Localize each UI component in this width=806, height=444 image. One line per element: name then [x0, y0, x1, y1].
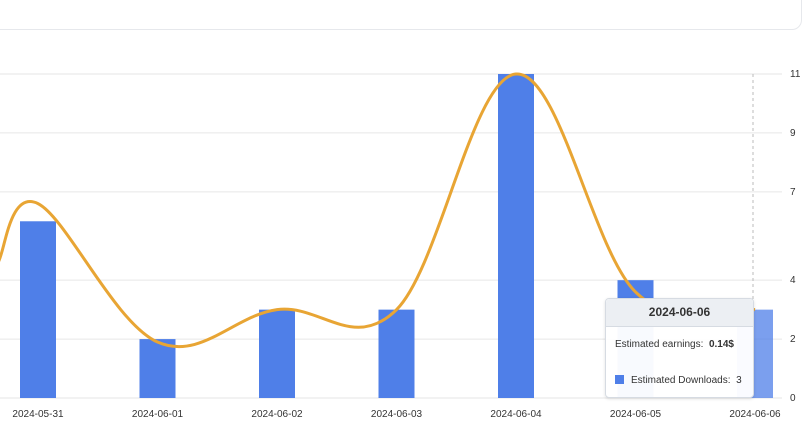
x-tick-label: 2024-06-03 [371, 409, 423, 420]
header-card [0, 0, 802, 30]
y-axis: 0 2 4 7 9 11 [790, 69, 801, 404]
y-tick-label: 7 [790, 187, 796, 198]
tooltip-earnings-row: Estimated earnings: 0.14$ [615, 339, 734, 350]
x-tick-label: 2024-06-06 [729, 409, 781, 420]
tooltip-downloads-label: Estimated Downloads: [631, 375, 731, 386]
x-tick-label: 2024-05-31 [12, 409, 64, 420]
y-tick-label: 9 [790, 128, 796, 139]
y-tick-label: 11 [790, 69, 801, 80]
bar[interactable] [259, 309, 295, 398]
tooltip-downloads-row: Estimated Downloads: 3 [615, 375, 742, 386]
tooltip-downloads-value: 3 [736, 375, 742, 386]
bar[interactable] [20, 221, 56, 398]
bar[interactable] [139, 339, 176, 398]
x-tick-label: 2024-06-01 [132, 409, 184, 420]
tooltip-earnings-label: Estimated earnings: [615, 339, 704, 350]
line-series [0, 72, 756, 349]
y-tick-label: 4 [790, 275, 796, 286]
downloads-legend-swatch [615, 375, 624, 384]
y-tick-label: 2 [790, 334, 796, 345]
line-path [0, 72, 756, 349]
tooltip-earnings-value: 0.14$ [708, 339, 734, 350]
tooltip-title: 2024-06-06 [606, 299, 753, 327]
bar[interactable] [378, 309, 415, 398]
x-axis: 2024-05-31 2024-06-01 2024-06-02 2024-06-03… [12, 409, 781, 420]
y-tick-label: 0 [790, 393, 796, 404]
x-tick-label: 2024-06-04 [490, 409, 542, 420]
bar[interactable] [498, 74, 534, 398]
x-tick-label: 2024-06-02 [251, 409, 303, 420]
chart-tooltip: 2024-06-06 Estimated earnings: 0.14$ Est… [605, 298, 754, 398]
x-tick-label: 2024-06-05 [610, 409, 662, 420]
